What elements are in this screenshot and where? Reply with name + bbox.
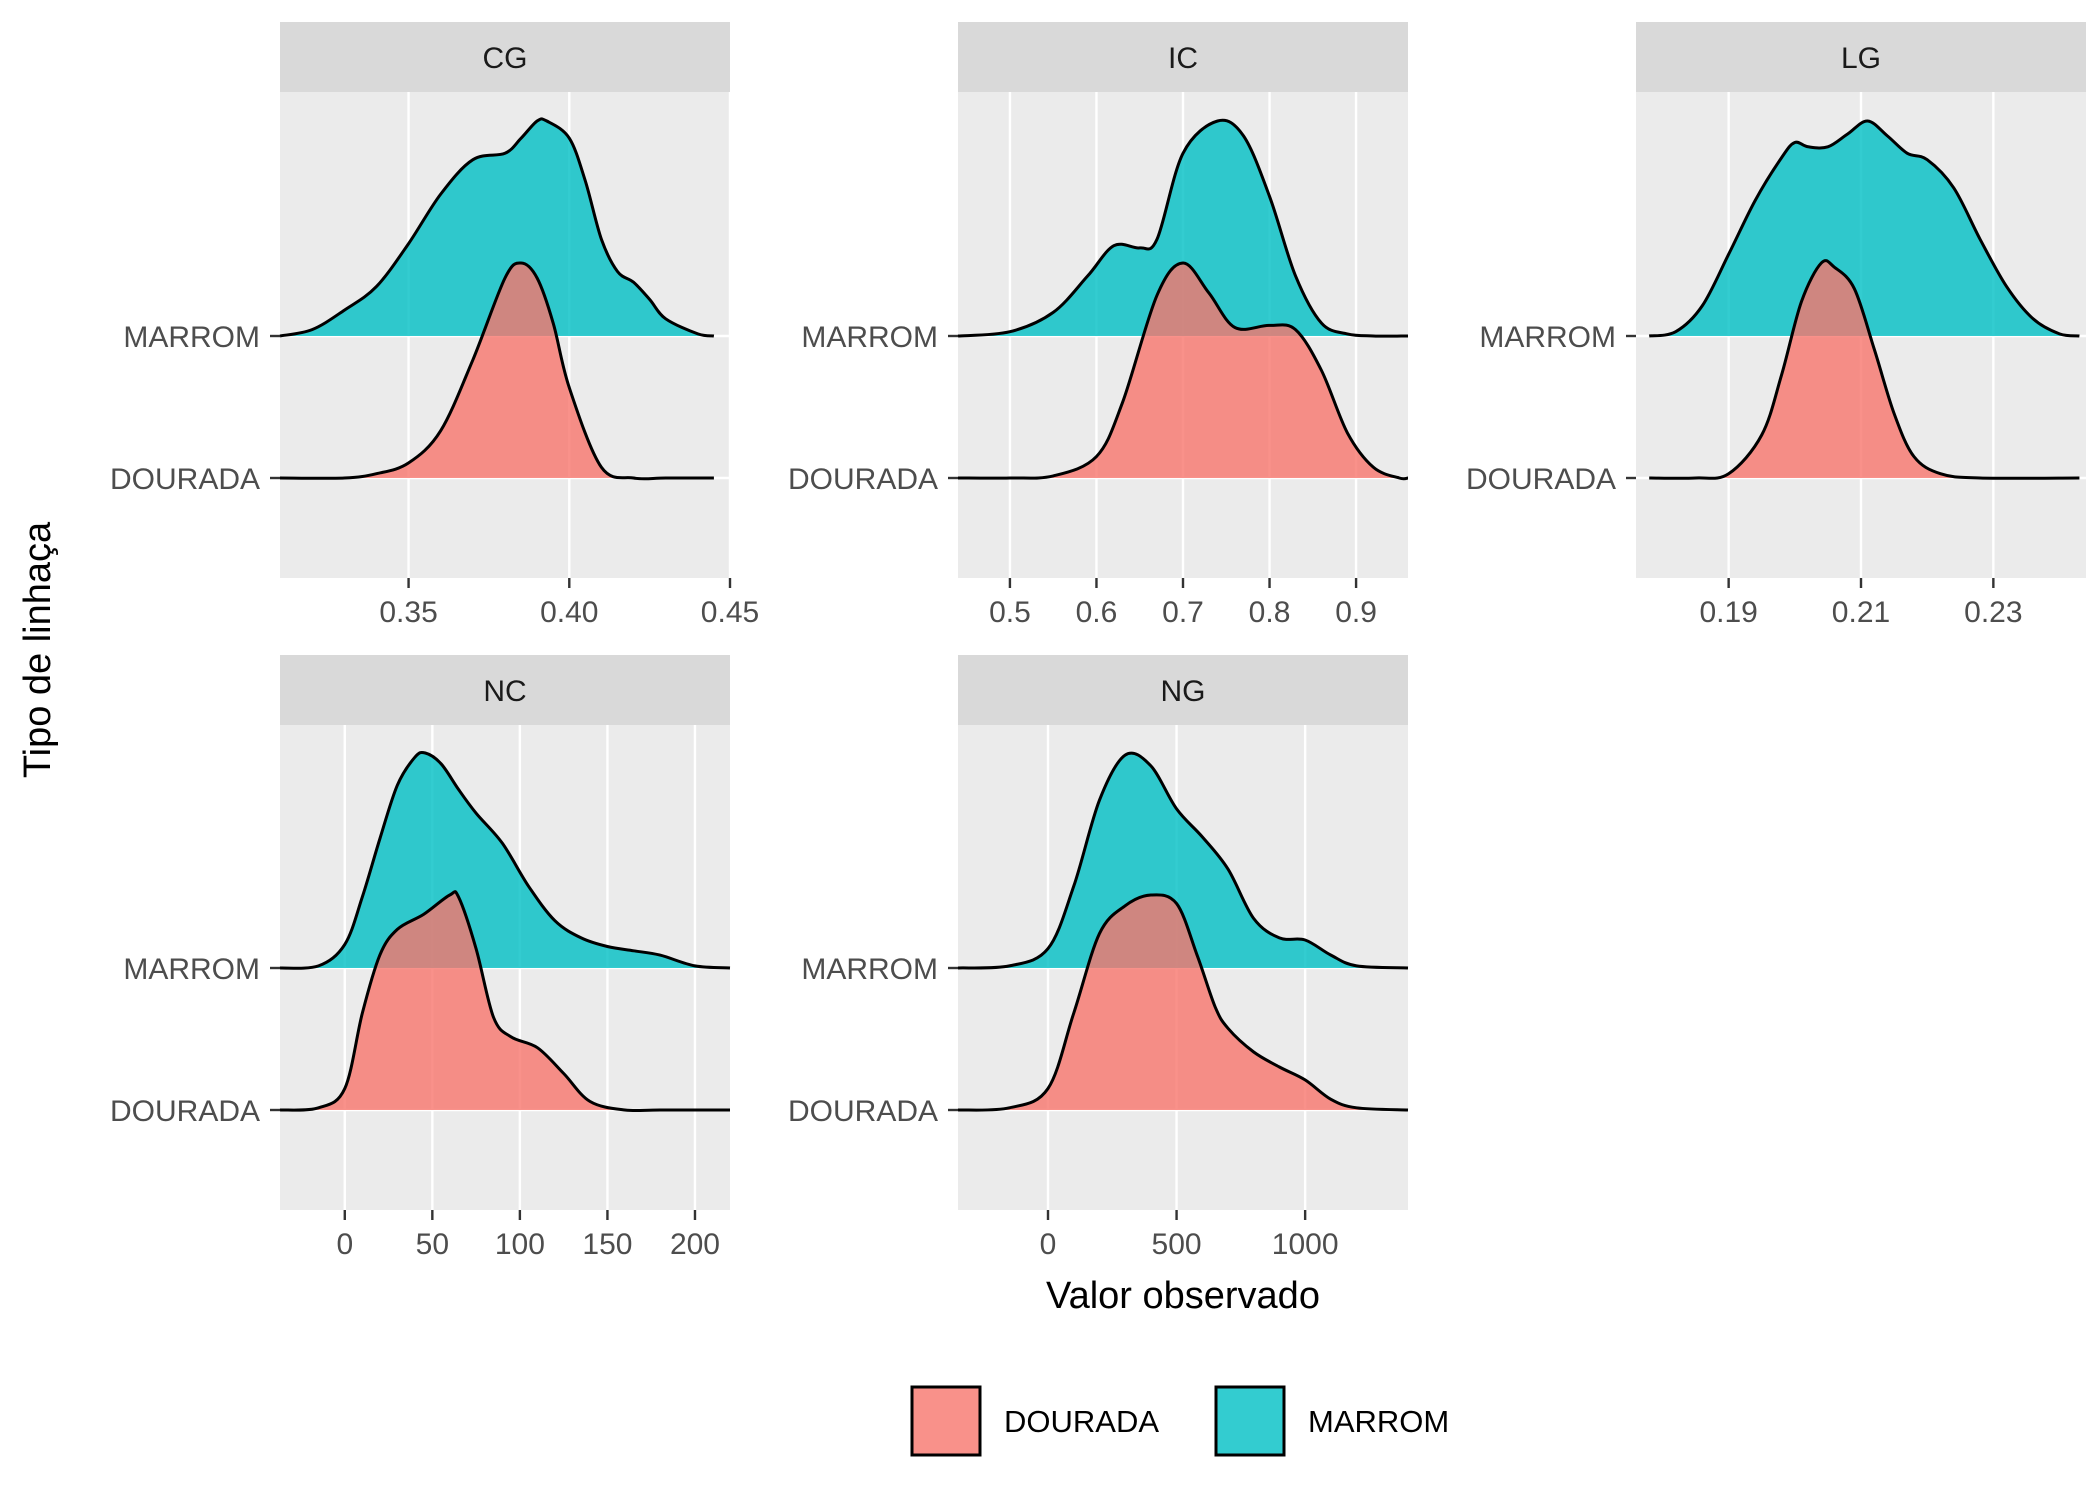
- x-tick-label-lg-0: 0.19: [1699, 596, 1757, 629]
- y-tick-label-ng-dourada: DOURADA: [788, 1095, 938, 1128]
- ridge-fill-ic-marrom: [958, 120, 1408, 337]
- strip-ic: [958, 22, 1408, 92]
- legend-key-dourada: [910, 1385, 982, 1457]
- strip-label-nc: NC: [483, 675, 526, 708]
- ridge-line-ic-marrom: [957, 118, 1409, 338]
- ridge-fill-nc-marrom: [280, 752, 730, 969]
- x-tick-label-nc-0: 0: [336, 1228, 353, 1261]
- x-tick-label-ic-4: 0.9: [1335, 596, 1377, 629]
- ridge-line-lg-dourada: [1649, 259, 2080, 480]
- strip-nc: [280, 655, 730, 725]
- x-tick-label-ng-0: 0: [1040, 1228, 1057, 1261]
- ridge-fill-cg-marrom: [280, 118, 714, 336]
- panel-cg: CG DOURADA MARROM 0.35 0.40 0.45: [110, 22, 759, 629]
- panel-ng: NG DOURADA MARROM 0 500 1000: [788, 655, 1409, 1261]
- y-tick-label-cg-marrom: MARROM: [123, 321, 260, 354]
- strip-lg: [1636, 22, 2086, 92]
- x-tick-label-lg-1: 0.21: [1832, 596, 1890, 629]
- ridge-fill-lg-dourada: [1649, 260, 2080, 479]
- strip-cg: [280, 22, 730, 92]
- x-tick-label-cg-2: 0.45: [701, 596, 759, 629]
- ridge-line-nc-dourada: [279, 890, 730, 1113]
- ridge-fill-cg-dourada: [280, 262, 714, 479]
- ridge-line-cg-dourada: [279, 261, 714, 481]
- legend: DOURADA MARROM: [910, 1385, 1449, 1457]
- y-tick-label-nc-marrom: MARROM: [123, 953, 260, 986]
- legend-label-dourada: DOURADA: [1004, 1404, 1159, 1439]
- y-tick-label-cg-dourada: DOURADA: [110, 463, 260, 496]
- x-axis-title: Valor observado: [1046, 1275, 1320, 1317]
- ridge-line-ng-marrom: [957, 751, 1409, 970]
- ridge-fill-nc-dourada: [280, 891, 730, 1111]
- x-tick-label-ic-2: 0.7: [1162, 596, 1204, 629]
- strip-label-lg: LG: [1841, 42, 1881, 75]
- ridge-line-ng-dourada: [957, 893, 1409, 1112]
- ridge-fill-ng-marrom: [958, 753, 1408, 969]
- panel-lg: LG DOURADA MARROM 0.19 0.21 0.23: [1466, 22, 2086, 629]
- x-tick-label-ng-1: 500: [1152, 1228, 1202, 1261]
- ridge-fill-ng-dourada: [958, 894, 1408, 1111]
- x-tick-label-nc-3: 150: [582, 1228, 632, 1261]
- x-tick-label-cg-0: 0.35: [379, 596, 437, 629]
- x-tick-label-ic-3: 0.8: [1249, 596, 1291, 629]
- y-tick-label-ic-marrom: MARROM: [801, 321, 938, 354]
- panel-ic: IC DOURADA MARROM 0.5 0.6 0.7 0.8 0.9: [788, 22, 1409, 629]
- ridge-line-cg-marrom: [279, 117, 715, 338]
- x-tick-label-nc-1: 50: [416, 1228, 449, 1261]
- legend-key-marrom: [1214, 1385, 1286, 1457]
- ridge-line-nc-marrom: [279, 750, 731, 970]
- y-tick-label-nc-dourada: DOURADA: [110, 1095, 260, 1128]
- strip-ng: [958, 655, 1408, 725]
- strip-label-ic: IC: [1168, 42, 1198, 75]
- panel-nc: NC DOURADA MARROM 0 50 100 150 200: [110, 655, 731, 1261]
- y-tick-label-lg-marrom: MARROM: [1479, 321, 1616, 354]
- x-tick-label-lg-2: 0.23: [1964, 596, 2022, 629]
- facet-panels: CG DOURADA MARROM 0.35 0.40 0.45 IC DOURADA MARR…: [110, 22, 2086, 1261]
- y-axis-title: Tipo de linhaça: [17, 521, 59, 778]
- ridge-line-ic-dourada: [957, 261, 1409, 481]
- x-tick-label-ic-1: 0.6: [1076, 596, 1118, 629]
- x-tick-label-nc-2: 100: [495, 1228, 545, 1261]
- x-tick-label-ng-2: 1000: [1272, 1228, 1339, 1261]
- y-tick-label-ng-marrom: MARROM: [801, 953, 938, 986]
- ridge-fill-ic-dourada: [958, 262, 1408, 479]
- legend-label-marrom: MARROM: [1308, 1404, 1449, 1439]
- x-tick-label-cg-1: 0.40: [540, 596, 598, 629]
- ridge-line-lg-marrom: [1648, 119, 2080, 338]
- x-tick-label-ic-0: 0.5: [989, 596, 1031, 629]
- y-tick-label-ic-dourada: DOURADA: [788, 463, 938, 496]
- strip-label-cg: CG: [483, 42, 528, 75]
- x-tick-label-nc-4: 200: [670, 1228, 720, 1261]
- y-tick-label-lg-dourada: DOURADA: [1466, 463, 1616, 496]
- ridge-fill-lg-marrom: [1649, 120, 2080, 336]
- strip-label-ng: NG: [1161, 675, 1206, 708]
